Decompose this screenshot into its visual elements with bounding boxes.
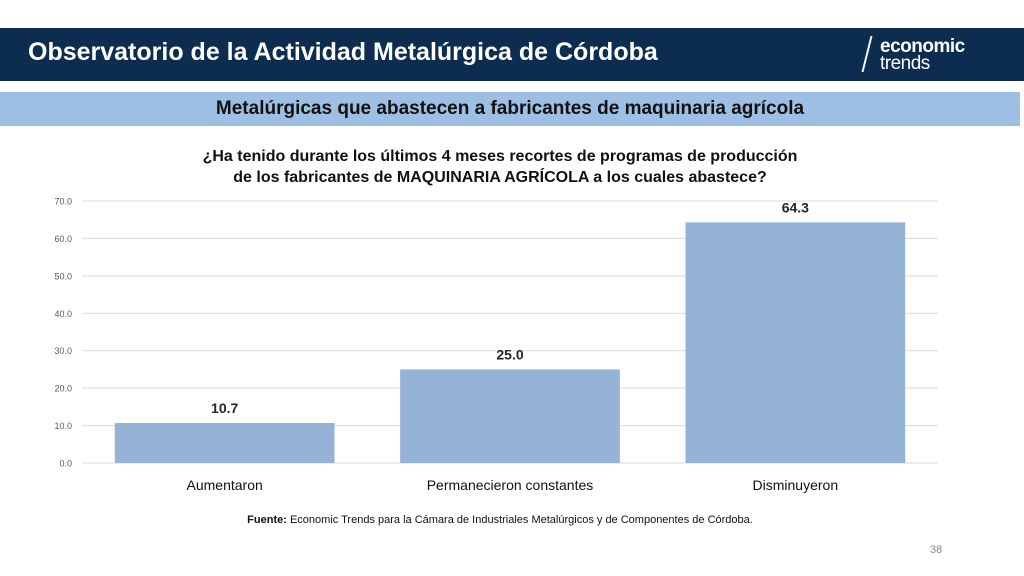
bar bbox=[114, 422, 335, 463]
logo-text-economic: economic bbox=[880, 36, 965, 57]
y-tick-label: 40.0 bbox=[54, 309, 72, 319]
page-title: Observatorio de la Actividad Metalúrgica… bbox=[28, 38, 658, 66]
y-tick-label: 0.0 bbox=[59, 459, 72, 469]
bar bbox=[685, 222, 906, 463]
chart-title: ¿Ha tenido durante los últimos 4 meses r… bbox=[0, 146, 1000, 188]
chart-title-line-1: ¿Ha tenido durante los últimos 4 meses r… bbox=[202, 148, 798, 165]
section-banner: Metalúrgicas que abastecen a fabricantes… bbox=[0, 92, 1020, 126]
data-label: 10.7 bbox=[211, 400, 238, 416]
logo-text-trends: trends bbox=[880, 53, 930, 74]
bar-chart: 0.0 10.0 20.0 30.0 40.0 50.0 60.0 70.0 10.7 Aumen… bbox=[54, 197, 938, 493]
y-tick-label: 60.0 bbox=[54, 234, 72, 244]
logo-slash bbox=[861, 36, 873, 72]
data-label: 25.0 bbox=[496, 346, 523, 362]
section-title: Metalúrgicas que abastecen a fabricantes… bbox=[215, 98, 805, 119]
y-tick-label: 30.0 bbox=[54, 346, 72, 356]
x-category-label: Permanecieron constantes bbox=[427, 477, 594, 493]
page-number: 38 bbox=[930, 544, 943, 556]
bar bbox=[400, 369, 620, 463]
header-bar: Observatorio de la Actividad Metalúrgica… bbox=[0, 28, 1024, 81]
source-label: Fuente: bbox=[247, 514, 287, 526]
y-tick-label: 20.0 bbox=[54, 384, 72, 394]
source-note: Fuente: Economic Trends para la Cámara d… bbox=[0, 514, 1000, 526]
data-label: 64.3 bbox=[782, 199, 809, 215]
x-category-label: Aumentaron bbox=[187, 477, 263, 493]
chart-title-line-2: de los fabricantes de MAQUINARIA AGRÍCOL… bbox=[233, 169, 767, 186]
y-tick-label: 50.0 bbox=[54, 271, 72, 281]
y-tick-label: 10.0 bbox=[54, 421, 72, 431]
source-text: Economic Trends para la Cámara de Indust… bbox=[286, 514, 753, 526]
economic-trends-logo: economic trends bbox=[861, 34, 1002, 78]
y-tick-label: 70.0 bbox=[54, 197, 72, 207]
x-category-label: Disminuyeron bbox=[753, 477, 839, 493]
